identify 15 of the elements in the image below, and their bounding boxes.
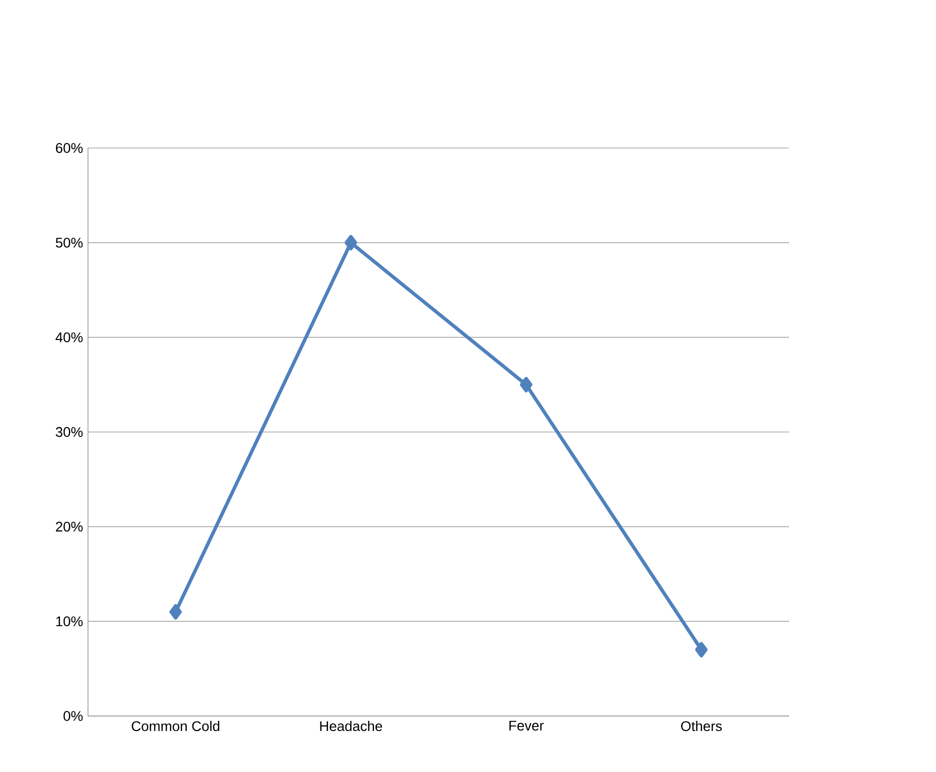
x-tick-label: Common Cold xyxy=(132,720,220,732)
x-tick-label: Others xyxy=(681,720,722,732)
x-tick-label: Headache xyxy=(320,720,382,732)
point xyxy=(169,604,182,620)
y-tick-label: 40% xyxy=(56,332,83,342)
y-tick-label: 50% xyxy=(56,238,83,248)
y-tick-label: 20% xyxy=(56,522,83,532)
y-tick-label: 10% xyxy=(56,616,83,626)
y-tick-label: 60% xyxy=(56,143,83,153)
y-tick-label: 30% xyxy=(56,427,83,437)
x-tick-label: Fever xyxy=(509,720,544,731)
point xyxy=(520,376,532,392)
y-tick-label: 0% xyxy=(64,711,83,721)
point xyxy=(695,642,708,658)
point xyxy=(344,234,358,250)
